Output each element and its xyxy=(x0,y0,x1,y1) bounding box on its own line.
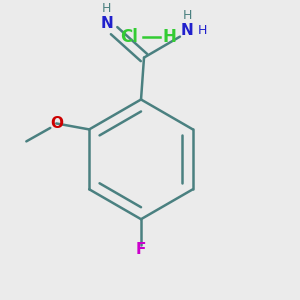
Text: H: H xyxy=(102,2,111,15)
Text: H: H xyxy=(198,24,207,37)
Text: Cl: Cl xyxy=(120,28,138,46)
Text: H: H xyxy=(163,28,176,46)
Text: N: N xyxy=(181,23,194,38)
Text: O: O xyxy=(50,116,63,131)
Text: N: N xyxy=(100,16,113,31)
Text: H: H xyxy=(183,9,192,22)
Text: F: F xyxy=(136,242,146,256)
